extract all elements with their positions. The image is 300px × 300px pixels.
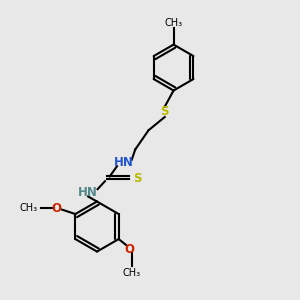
Text: O: O xyxy=(124,244,134,256)
Text: HN: HN xyxy=(78,186,98,199)
Text: CH₃: CH₃ xyxy=(123,268,141,278)
Text: S: S xyxy=(160,105,169,118)
Text: CH₃: CH₃ xyxy=(164,17,183,28)
Text: S: S xyxy=(133,172,141,185)
Text: O: O xyxy=(52,202,62,215)
Text: HN: HN xyxy=(114,156,134,169)
Text: CH₃: CH₃ xyxy=(20,203,38,213)
